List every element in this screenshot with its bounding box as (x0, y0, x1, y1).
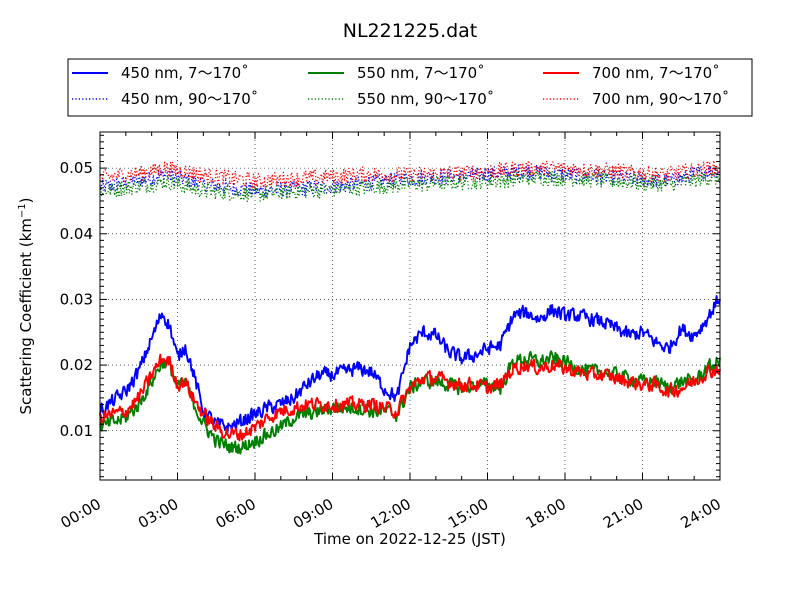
x-tick-label: 24:00 (678, 495, 724, 532)
x-tick-label: 06:00 (213, 495, 259, 532)
tick-labels: 00:00 03:00 06:00 09:00 12:00 15:00 18:00 21:00… (58, 159, 724, 532)
legend-label: 700 nm, 7～170˚ (592, 64, 720, 82)
y-tick-label: 0.05 (60, 159, 93, 177)
series-line (99, 159, 721, 190)
y-axis-label-close: ) (17, 197, 35, 203)
y-axis-label: Scattering Coefficient (km−1) (17, 197, 35, 414)
legend-label: 550 nm, 90～170˚ (357, 90, 494, 108)
legend-label: 450 nm, 90～170˚ (121, 90, 258, 108)
x-tick-label: 18:00 (523, 495, 569, 532)
y-axis-label-main: Scattering Coefficient (km (17, 218, 35, 414)
legend: 450 nm, 7～170˚ 450 nm, 90～170˚ 550 nm, 7～1… (67, 58, 753, 117)
x-tick-label: 03:00 (135, 495, 181, 532)
chart-title: NL221225.dat (343, 20, 478, 42)
x-tick-label: 15:00 (445, 495, 491, 532)
legend-label: 700 nm, 90～170˚ (592, 90, 729, 108)
x-tick-label: 00:00 (58, 495, 104, 532)
ticks (99, 132, 721, 480)
y-tick-label: 0.03 (60, 290, 93, 308)
y-tick-label: 0.04 (60, 225, 93, 243)
legend-box (67, 58, 753, 117)
y-tick-label: 0.01 (60, 422, 93, 440)
y-tick-label: 0.02 (60, 356, 93, 374)
plot-series (99, 159, 721, 455)
series-line (99, 353, 721, 442)
x-tick-label: 12:00 (368, 495, 414, 532)
y-axis-label-sup: −1 (17, 203, 28, 218)
legend-label: 450 nm, 7～170˚ (121, 64, 249, 82)
series-line (99, 350, 721, 455)
x-axis-label: Time on 2022-12-25 (JST) (313, 530, 506, 548)
legend-label: 550 nm, 7～170˚ (357, 64, 485, 82)
x-tick-label: 21:00 (600, 495, 646, 532)
x-tick-label: 09:00 (290, 495, 336, 532)
series-line (99, 169, 721, 203)
